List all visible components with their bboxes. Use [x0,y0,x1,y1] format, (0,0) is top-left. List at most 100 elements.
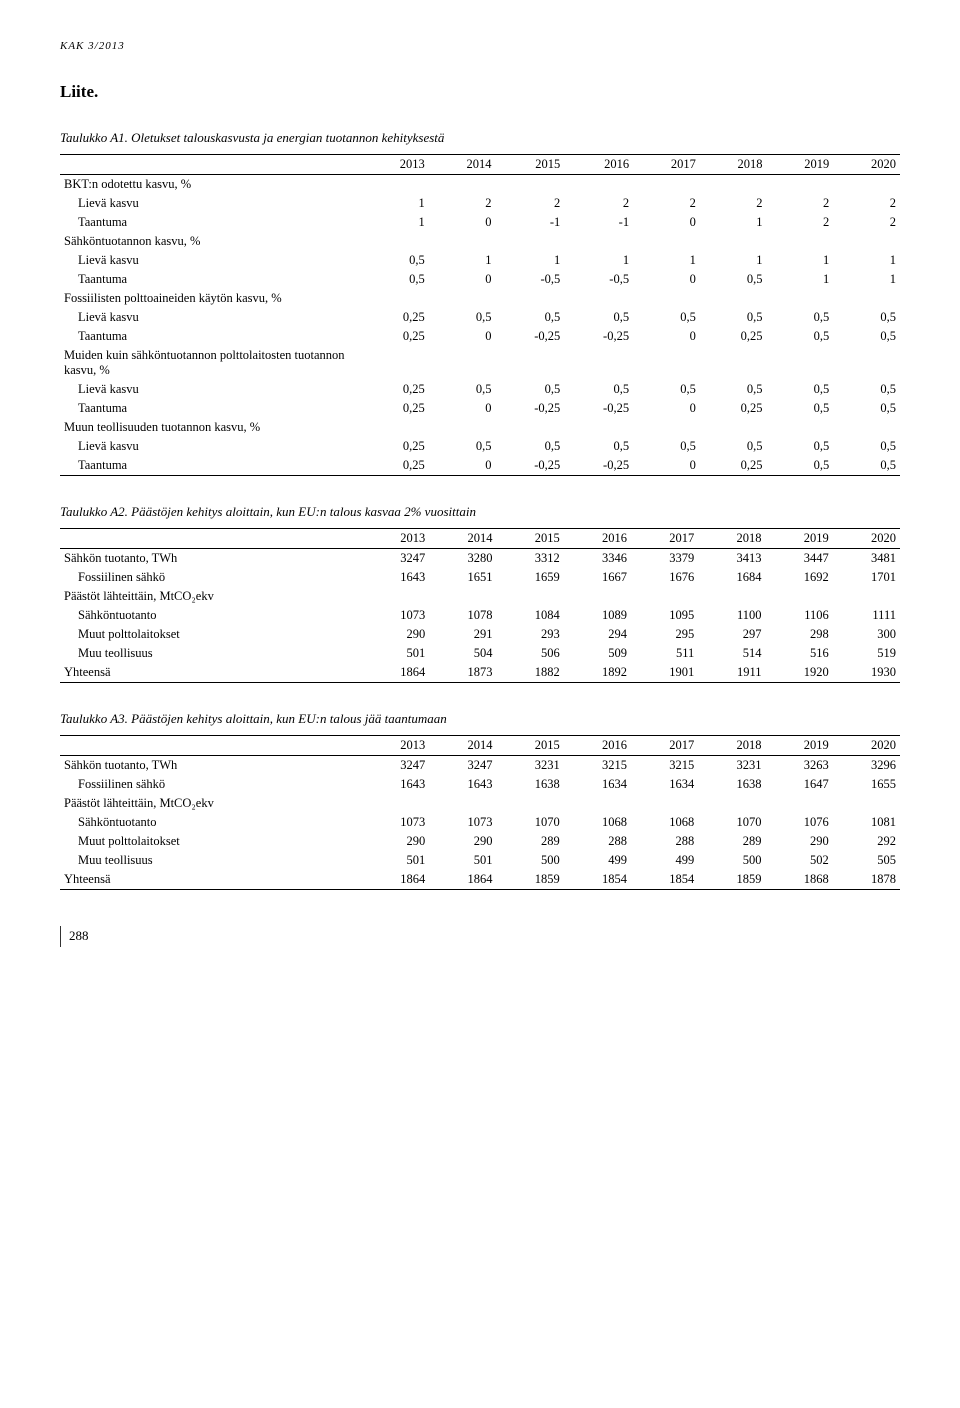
row-label: Sähköntuotanto [60,813,362,832]
cell-value: 504 [429,644,496,663]
table-a3: 20132014201520162017201820192020 Sähkön … [60,735,900,890]
cell-value: -1 [495,213,564,232]
cell-value: 1 [495,251,564,270]
cell-value: 1073 [429,813,496,832]
table-row: Taantuma0,250-0,25-0,2500,250,50,5 [60,327,900,346]
cell-value: 293 [497,625,564,644]
cell-value [700,418,767,437]
col-year: 2016 [564,529,631,549]
row-label: Päästöt lähteittäin, MtCO₂ekv [60,587,362,606]
cell-value: 1 [362,213,429,232]
cell-value: 3312 [497,549,564,569]
cell-value [564,175,633,195]
col-year: 2020 [833,529,900,549]
cell-value: 2 [700,194,767,213]
table-row: Päästöt lähteittäin, MtCO₂ekv [60,587,900,606]
table-a2-caption: Taulukko A2. Päästöjen kehitys aloittain… [60,504,900,520]
cell-value: 0,5 [833,380,900,399]
row-label: BKT:n odotettu kasvu, % [60,175,362,195]
cell-value: 0,5 [833,456,900,476]
cell-value: 1873 [429,663,496,683]
table-row: Lievä kasvu0,250,50,50,50,50,50,50,5 [60,380,900,399]
cell-value [429,346,496,380]
cell-value: 509 [564,644,631,663]
cell-value: 0,25 [362,380,429,399]
row-label: Yhteensä [60,663,362,683]
cell-value: 1073 [362,813,429,832]
cell-value: 1638 [698,775,765,794]
cell-value: 0 [633,270,700,289]
cell-value: 0,25 [362,456,429,476]
table-row: Lievä kasvu0,51111111 [60,251,900,270]
cell-value: 0,25 [362,327,429,346]
cell-value: 0,5 [833,308,900,327]
row-label: Muut polttolaitokset [60,625,362,644]
cell-value: -0,25 [564,456,633,476]
cell-value: 1068 [564,813,631,832]
cell-value [633,346,700,380]
cell-value: 2 [767,213,834,232]
col-year: 2016 [564,736,631,756]
table-a3-caption: Taulukko A3. Päästöjen kehitys aloittain… [60,711,900,727]
row-label: Muun teollisuuden tuotannon kasvu, % [60,418,362,437]
cell-value: 1859 [698,870,765,890]
table-row: BKT:n odotettu kasvu, % [60,175,900,195]
cell-value [362,794,429,813]
cell-value: 0,5 [833,399,900,418]
col-year: 2014 [429,736,496,756]
cell-value [833,346,900,380]
cell-value: 0,5 [564,437,633,456]
cell-value: 500 [497,851,564,870]
cell-value [497,794,564,813]
table-row: Sähköntuotannon kasvu, % [60,232,900,251]
cell-value [564,418,633,437]
cell-value: 1864 [429,870,496,890]
cell-value: 289 [497,832,564,851]
cell-value: 1 [564,251,633,270]
cell-value: -1 [564,213,633,232]
col-label [60,529,362,549]
cell-value: -0,25 [564,327,633,346]
cell-value [700,289,767,308]
cell-value: 1106 [766,606,833,625]
cell-value [495,232,564,251]
cell-value [833,232,900,251]
cell-value [833,418,900,437]
col-year: 2013 [362,155,429,175]
cell-value [698,587,765,606]
cell-value: 290 [429,832,496,851]
cell-value: 0,5 [633,380,700,399]
row-label: Muiden kuin sähköntuotannon polttolaitos… [60,346,362,380]
cell-value [631,794,698,813]
col-year: 2014 [429,529,496,549]
cell-value: 0 [429,213,496,232]
cell-value [564,289,633,308]
cell-value [495,418,564,437]
cell-value: 3447 [766,549,833,569]
cell-value: 516 [766,644,833,663]
col-year: 2013 [362,736,429,756]
row-label: Fossiilinen sähkö [60,775,362,794]
cell-value: 1684 [698,568,765,587]
cell-value: 1643 [362,775,429,794]
cell-value: -0,5 [495,270,564,289]
table-row: Taantuma10-1-10122 [60,213,900,232]
cell-value [362,289,429,308]
table-a2: 20132014201520162017201820192020 Sähkön … [60,528,900,683]
cell-value: 1 [700,251,767,270]
table-row: Muu teollisuus501504506509511514516519 [60,644,900,663]
cell-value: 1864 [362,663,429,683]
table-row: Fossiilinen sähkö16431643163816341634163… [60,775,900,794]
cell-value [633,175,700,195]
cell-value [767,346,834,380]
cell-value [362,232,429,251]
table-row: Taantuma0,250-0,25-0,2500,250,50,5 [60,399,900,418]
cell-value: 1634 [564,775,631,794]
cell-value: 3247 [362,549,429,569]
cell-value: 0,5 [495,380,564,399]
cell-value: 1070 [698,813,765,832]
cell-value: -0,25 [564,399,633,418]
cell-value: 0,5 [767,437,834,456]
cell-value: 1878 [833,870,900,890]
cell-value: 1073 [362,606,429,625]
